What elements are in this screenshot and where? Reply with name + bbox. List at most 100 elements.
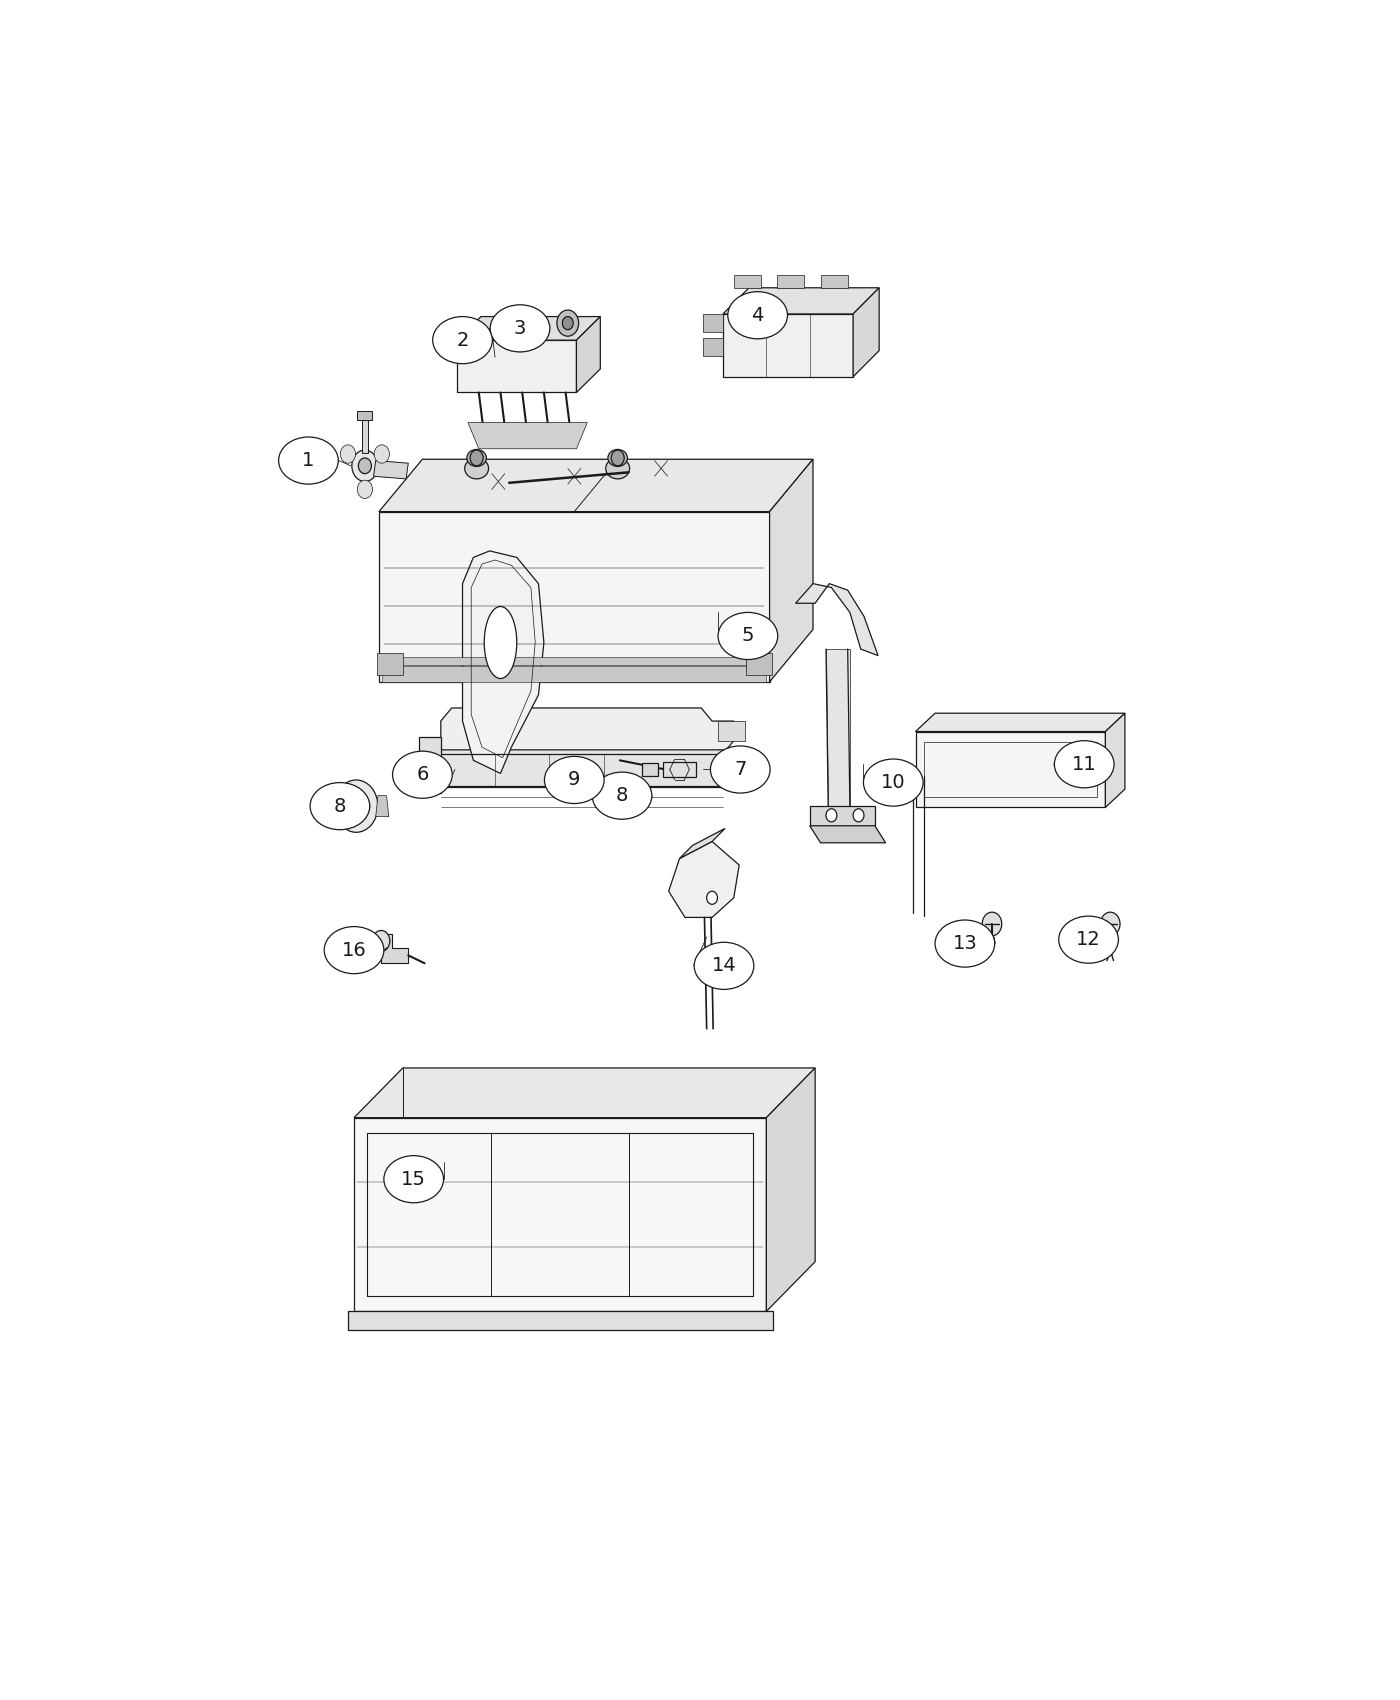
Polygon shape <box>379 512 770 682</box>
Circle shape <box>335 780 378 833</box>
Circle shape <box>557 309 578 337</box>
Ellipse shape <box>864 758 923 806</box>
Circle shape <box>622 785 640 806</box>
Polygon shape <box>381 935 409 964</box>
Polygon shape <box>795 583 878 656</box>
Polygon shape <box>853 287 879 377</box>
Ellipse shape <box>490 304 550 352</box>
Ellipse shape <box>433 316 493 364</box>
Text: 8: 8 <box>333 797 346 816</box>
Ellipse shape <box>392 751 452 799</box>
Text: 2: 2 <box>456 330 469 350</box>
Text: 6: 6 <box>416 765 428 784</box>
Circle shape <box>374 445 389 462</box>
Circle shape <box>626 790 636 801</box>
Circle shape <box>358 457 371 474</box>
Polygon shape <box>379 459 813 512</box>
Text: 10: 10 <box>881 774 906 792</box>
Circle shape <box>573 775 585 791</box>
Polygon shape <box>575 787 582 799</box>
Circle shape <box>826 809 837 821</box>
Ellipse shape <box>279 437 339 484</box>
Polygon shape <box>734 275 760 287</box>
Ellipse shape <box>1054 741 1114 787</box>
Polygon shape <box>703 338 722 355</box>
Polygon shape <box>826 649 850 806</box>
Text: 5: 5 <box>742 627 755 646</box>
Ellipse shape <box>608 449 627 466</box>
Polygon shape <box>641 763 658 775</box>
Circle shape <box>612 450 624 466</box>
Polygon shape <box>664 762 696 777</box>
Polygon shape <box>357 411 372 420</box>
Polygon shape <box>419 774 441 794</box>
Circle shape <box>616 777 645 814</box>
Polygon shape <box>468 423 588 449</box>
Polygon shape <box>679 828 725 858</box>
Text: 3: 3 <box>514 320 526 338</box>
Polygon shape <box>1106 714 1126 808</box>
Text: 14: 14 <box>711 957 736 976</box>
Polygon shape <box>419 736 441 774</box>
Polygon shape <box>916 714 1126 731</box>
Ellipse shape <box>710 746 770 794</box>
Circle shape <box>351 450 378 481</box>
Circle shape <box>350 799 363 814</box>
Ellipse shape <box>694 942 753 989</box>
Polygon shape <box>722 314 853 377</box>
Text: 12: 12 <box>1077 930 1100 949</box>
Polygon shape <box>361 416 368 452</box>
Ellipse shape <box>728 292 787 338</box>
Text: 1: 1 <box>302 450 315 471</box>
Text: 8: 8 <box>616 785 629 806</box>
Ellipse shape <box>935 920 995 967</box>
Polygon shape <box>777 275 804 287</box>
Polygon shape <box>375 796 389 816</box>
Circle shape <box>525 316 535 330</box>
Polygon shape <box>441 707 734 753</box>
Polygon shape <box>377 653 403 675</box>
Polygon shape <box>382 656 766 665</box>
Ellipse shape <box>325 927 384 974</box>
Polygon shape <box>703 314 722 332</box>
Ellipse shape <box>309 782 370 830</box>
Ellipse shape <box>465 457 489 479</box>
Text: 4: 4 <box>752 306 764 325</box>
Text: 16: 16 <box>342 940 367 959</box>
Polygon shape <box>462 551 543 774</box>
Polygon shape <box>809 806 875 826</box>
Polygon shape <box>809 826 886 843</box>
Circle shape <box>470 450 483 466</box>
Text: 7: 7 <box>734 760 746 779</box>
Polygon shape <box>669 842 739 918</box>
Ellipse shape <box>466 449 486 466</box>
Text: 15: 15 <box>402 1170 426 1188</box>
Circle shape <box>519 309 540 337</box>
Polygon shape <box>722 287 879 314</box>
Polygon shape <box>770 459 813 682</box>
Polygon shape <box>374 461 409 479</box>
Polygon shape <box>323 796 336 816</box>
Polygon shape <box>354 1068 815 1117</box>
Circle shape <box>340 445 356 462</box>
Polygon shape <box>820 275 847 287</box>
Circle shape <box>343 790 370 821</box>
Circle shape <box>707 891 717 904</box>
Polygon shape <box>766 1068 815 1311</box>
Circle shape <box>1100 913 1120 935</box>
Polygon shape <box>717 721 745 741</box>
Ellipse shape <box>592 772 652 819</box>
Polygon shape <box>577 316 601 393</box>
Ellipse shape <box>1058 916 1119 964</box>
Circle shape <box>357 479 372 498</box>
Text: 13: 13 <box>952 933 977 954</box>
Polygon shape <box>717 753 745 774</box>
Polygon shape <box>746 653 771 675</box>
Polygon shape <box>456 316 601 340</box>
Polygon shape <box>456 340 577 393</box>
Text: 9: 9 <box>568 770 581 789</box>
Ellipse shape <box>484 607 517 678</box>
Polygon shape <box>354 1117 766 1311</box>
Circle shape <box>983 913 1002 935</box>
Circle shape <box>853 809 864 821</box>
